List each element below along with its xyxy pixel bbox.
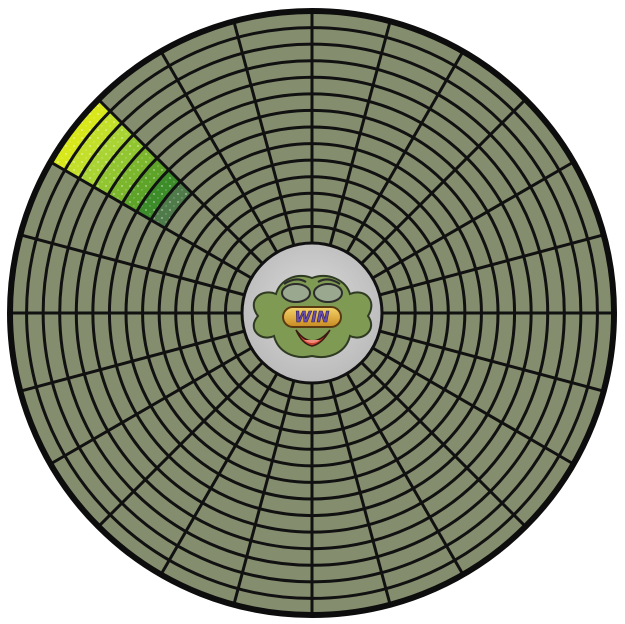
win-logo-text: WIN <box>295 308 330 326</box>
center-hub[interactable]: WIN <box>240 241 384 385</box>
spoke-line <box>159 50 279 254</box>
spoke-line <box>97 361 264 528</box>
spoke-line <box>232 380 296 606</box>
spoke-line <box>371 346 575 466</box>
grid-lines <box>10 11 614 615</box>
win-logo: WIN <box>282 306 342 328</box>
spoke-line <box>19 233 245 297</box>
spoke-line <box>345 372 465 576</box>
spoke-line <box>345 50 465 254</box>
spoke-line <box>49 346 253 466</box>
lit-cell-sparkle <box>50 99 111 171</box>
spoke-line <box>379 233 605 297</box>
lit-cell-sparkle <box>122 158 169 212</box>
spoke-line <box>379 329 605 393</box>
board-cells <box>50 99 193 229</box>
spoke-line <box>97 98 264 265</box>
lit-cell-sparkle <box>136 169 181 220</box>
lit-cell-sparkle <box>93 134 146 196</box>
spoke-line <box>19 329 245 393</box>
spoke-line <box>232 20 296 246</box>
spoke-line <box>360 98 527 265</box>
spoke-line <box>159 372 279 576</box>
spoke-line <box>328 380 392 606</box>
lit-cell-sparkle <box>150 181 193 229</box>
outer-rim <box>7 8 617 618</box>
spoke-line <box>328 20 392 246</box>
lit-cell-sparkle <box>79 122 134 187</box>
spoke-line <box>360 361 527 528</box>
spoke-line <box>371 160 575 280</box>
lit-cell-sparkle <box>107 146 158 204</box>
spoke-line <box>49 160 253 280</box>
lit-cell-sparkle <box>64 111 122 179</box>
